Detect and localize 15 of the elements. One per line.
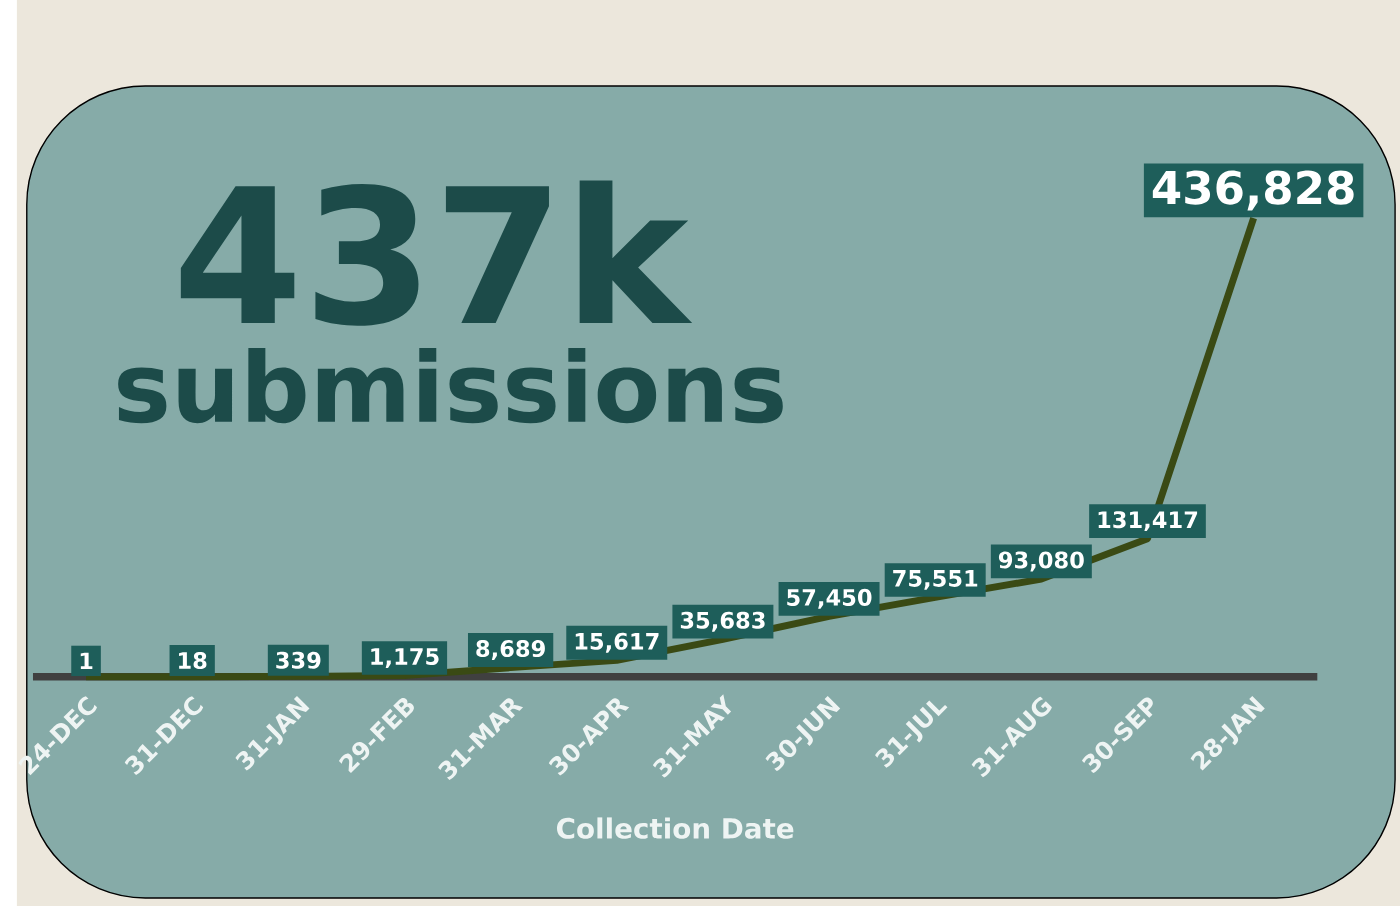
data-label: 1 xyxy=(80,652,93,670)
x-axis-title: Collection Date xyxy=(556,817,794,839)
data-label: 93,080 xyxy=(998,551,1084,572)
data-label: 75,551 xyxy=(893,570,978,590)
data-label: 18 xyxy=(179,652,207,670)
chart-title: 437k xyxy=(180,180,693,326)
text: submissions xyxy=(118,348,783,424)
data-label: 57,450 xyxy=(787,588,872,609)
data-label: 15,617 xyxy=(575,632,659,653)
data-label: 436,828 xyxy=(1152,170,1354,211)
data-label: 1,175 xyxy=(371,648,439,668)
data-label: 8,689 xyxy=(476,640,545,661)
data-label: 339 xyxy=(276,651,321,669)
data-label: 131,417 xyxy=(1098,511,1198,532)
data-label: 35,683 xyxy=(680,611,765,632)
